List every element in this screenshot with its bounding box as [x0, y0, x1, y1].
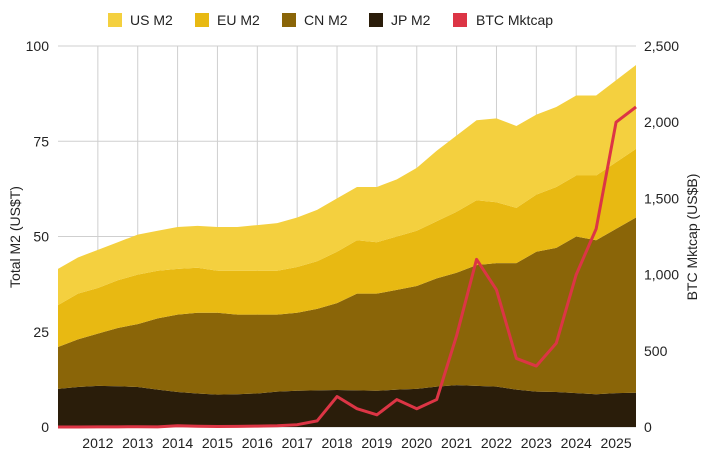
y-tick-label-right-5: 2,500 [644, 38, 679, 54]
y-tick-label-right-3: 1,500 [644, 190, 679, 206]
x-tick-label-10: 2022 [481, 435, 512, 451]
x-tick-label-3: 2015 [202, 435, 233, 451]
x-tick-label-4: 2016 [242, 435, 273, 451]
area-us-m2[interactable] [58, 65, 636, 306]
area-jp-m2[interactable] [58, 385, 636, 427]
y-tick-label-right-0: 0 [644, 419, 652, 435]
y-axis-title-left: Total M2 (US$T) [7, 186, 23, 288]
y-tick-label-right-2: 1,000 [644, 267, 679, 283]
y-tick-label-left-1: 25 [33, 324, 49, 340]
y-tick-label-left-4: 100 [26, 38, 50, 54]
x-tick-label-12: 2024 [561, 435, 592, 451]
area-cn-m2[interactable] [58, 217, 636, 395]
y-tick-label-right-4: 2,000 [644, 114, 679, 130]
x-tick-label-5: 2017 [282, 435, 313, 451]
y-tick-label-left-0: 0 [41, 419, 49, 435]
legend-item-us-m2[interactable]: US M2 [108, 12, 173, 28]
y-tick-label-right-1: 500 [644, 343, 668, 359]
legend-swatch-eu-m2 [195, 13, 209, 27]
y-axis-title-right: BTC Mktcap (US$B) [684, 174, 700, 301]
x-tick-label-1: 2013 [122, 435, 153, 451]
legend-swatch-btc-mktcap [453, 13, 467, 27]
legend-label-btc-mktcap: BTC Mktcap [476, 12, 553, 28]
y-tick-label-left-2: 50 [33, 229, 49, 245]
x-tick-label-13: 2025 [600, 435, 631, 451]
legend: US M2 EU M2 CN M2 JP M2 BTC Mktcap [108, 12, 553, 28]
x-tick-label-2: 2014 [162, 435, 193, 451]
legend-swatch-cn-m2 [282, 13, 296, 27]
x-tick-label-6: 2018 [321, 435, 352, 451]
x-tick-label-11: 2023 [521, 435, 552, 451]
legend-label-eu-m2: EU M2 [217, 12, 260, 28]
area-series-group [58, 65, 636, 427]
line-btc-mktcap[interactable] [58, 105, 637, 429]
axis-tick-labels: 0 25 50 75 100 0 500 1,000 1,500 2,000 2,500 2012 20… [26, 38, 680, 451]
area-eu-m2[interactable] [58, 148, 636, 347]
x-tick-label-7: 2019 [361, 435, 392, 451]
y-tick-label-left-3: 75 [33, 133, 49, 149]
legend-item-jp-m2[interactable]: JP M2 [369, 12, 431, 28]
legend-swatch-jp-m2 [369, 13, 383, 27]
legend-label-jp-m2: JP M2 [391, 12, 431, 28]
legend-label-cn-m2: CN M2 [304, 12, 348, 28]
legend-label-us-m2: US M2 [130, 12, 173, 28]
legend-swatch-us-m2 [108, 13, 122, 27]
legend-item-eu-m2[interactable]: EU M2 [195, 12, 260, 28]
legend-item-btc-mktcap[interactable]: BTC Mktcap [453, 12, 553, 28]
x-tick-label-0: 2012 [82, 435, 113, 451]
x-tick-label-8: 2020 [401, 435, 432, 451]
x-tick-label-9: 2021 [441, 435, 472, 451]
legend-item-cn-m2[interactable]: CN M2 [282, 12, 348, 28]
line-series-group [58, 105, 637, 429]
